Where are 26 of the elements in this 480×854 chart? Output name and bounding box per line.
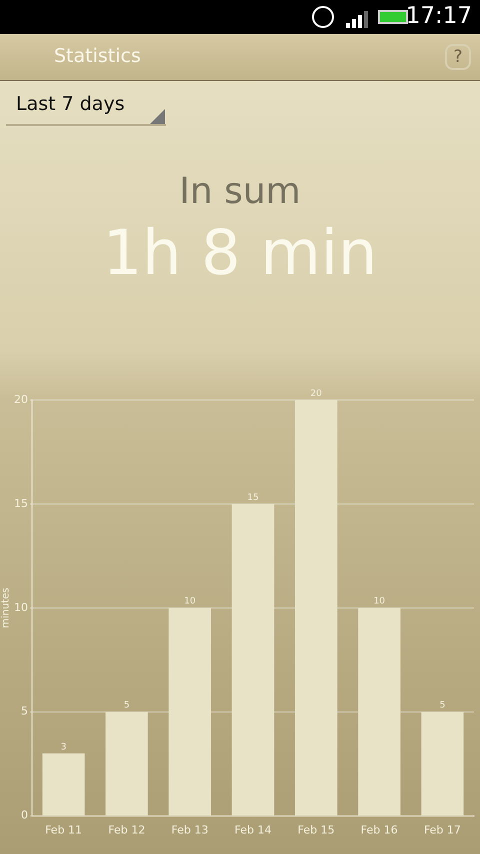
data-label: 20 [310, 388, 322, 399]
text: Statistics [54, 45, 141, 67]
chart-title: In sum [178, 171, 302, 212]
text: Last 7 days [16, 93, 125, 115]
y-tick-label: 10 [14, 600, 28, 614]
data-label: 3 [60, 742, 66, 752]
x-tick-label: Feb 15 [298, 823, 335, 836]
x-tick-label: Feb 14 [234, 823, 272, 836]
x-tick-label: Feb 12 [108, 823, 146, 836]
chart-subtitle: 1h 8 min [102, 216, 378, 289]
data-label: 5 [124, 700, 130, 711]
help-icon: ? [445, 44, 471, 70]
data-label: 10 [184, 596, 196, 607]
text: 17:17 [406, 3, 472, 29]
y-axis-title: minutes [0, 588, 12, 628]
x-tick-label: Feb 11 [45, 823, 82, 836]
y-tick-label: 0 [20, 808, 28, 822]
y-tick-label: 20 [14, 392, 28, 406]
y-tick-label: 5 [20, 704, 28, 718]
data-label: 10 [374, 596, 386, 607]
y-tick-label: 15 [14, 496, 28, 510]
x-tick-label: Feb 13 [171, 823, 208, 836]
data-label: 5 [440, 700, 446, 711]
data-label: 15 [247, 492, 259, 503]
x-tick-label: Feb 16 [360, 823, 398, 836]
x-tick-label: Feb 17 [424, 823, 461, 836]
